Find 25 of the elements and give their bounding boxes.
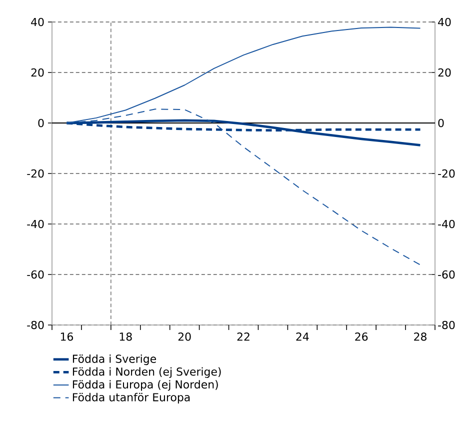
legend-label: Födda utanför Europa	[72, 392, 190, 404]
x-tick-label: 20	[178, 332, 191, 341]
y-tick-label: -20	[27, 169, 44, 178]
x-tick-label: 16	[60, 332, 74, 341]
x-tick-label: 26	[355, 332, 368, 341]
y2-tick-label: -80	[438, 320, 455, 330]
y-tick-label: -60	[27, 270, 44, 279]
y2-tick-label: 40	[438, 18, 451, 26]
y-tick-label: -80	[27, 320, 44, 330]
x-tick-label: 18	[120, 332, 132, 341]
y2-tick-label: 0	[438, 118, 444, 128]
y-tick-label: 0	[38, 118, 44, 128]
legend-label: Födda i Norden (ej Sverige)	[72, 367, 221, 378]
y-tick-label: 40	[31, 18, 44, 26]
x-tick-label: 22	[237, 332, 250, 341]
legend-label: Födda i Europa (ej Norden)	[72, 380, 218, 391]
y2-tick-label: -20	[438, 169, 455, 178]
y-tick-label: -40	[27, 220, 44, 228]
x-tick-label: 28	[414, 332, 426, 341]
legend-label: Födda i Sverige	[72, 354, 156, 366]
y2-tick-label: 20	[438, 68, 451, 77]
y-tick-label: 20	[31, 68, 44, 77]
y2-tick-label: -40	[438, 220, 455, 228]
y2-tick-label: -60	[438, 270, 455, 279]
x-tick-label: 24	[296, 332, 309, 341]
